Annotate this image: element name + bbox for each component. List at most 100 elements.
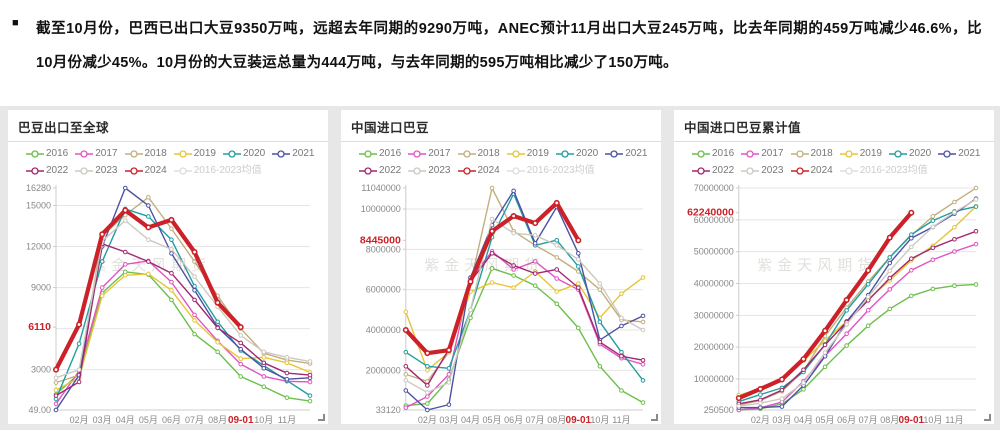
data-point-2017 xyxy=(554,276,560,281)
x-axis-tick-label: 10月 xyxy=(254,415,273,424)
data-point-2020 xyxy=(76,341,82,346)
legend-label: 2016 xyxy=(379,148,402,159)
x-axis-tick-label: 04月 xyxy=(461,415,480,424)
data-point-2021 xyxy=(640,313,646,319)
data-point-2018 xyxy=(146,195,151,200)
data-point-2019 xyxy=(122,272,128,278)
legend-label: 2022 xyxy=(379,165,402,176)
legend-marker-icon xyxy=(692,166,710,175)
resize-handle-icon[interactable] xyxy=(984,414,991,421)
resize-handle-icon[interactable] xyxy=(318,414,325,421)
data-point-2017 xyxy=(238,361,244,367)
data-point-2017 xyxy=(99,285,105,290)
data-point-2021 xyxy=(403,388,409,393)
legend-item-2024[interactable]: 2024 xyxy=(124,163,167,178)
legend-item-2020[interactable]: 2020 xyxy=(556,146,598,161)
data-point-2023 xyxy=(930,224,936,230)
data-point-2023 xyxy=(261,349,267,355)
data-point-2023 xyxy=(576,257,581,262)
legend-item-2023[interactable]: 2023 xyxy=(741,163,784,178)
legend-item-2020[interactable]: 2020 xyxy=(889,146,931,161)
legend-item-2018[interactable]: 2018 xyxy=(124,146,167,161)
legend-marker-icon xyxy=(75,149,94,158)
legend-marker-icon xyxy=(790,149,809,158)
y-axis-highlight-label: 62240000 xyxy=(687,207,734,219)
data-point-2020 xyxy=(930,218,936,223)
legend-item-2023[interactable]: 2023 xyxy=(408,163,451,178)
data-point-2021 xyxy=(192,288,197,293)
data-point-2021 xyxy=(619,323,624,329)
legend-label: 2024 xyxy=(144,165,167,176)
data-point-2021 xyxy=(779,404,785,409)
data-point-2016 xyxy=(192,331,197,337)
resize-handle-icon[interactable] xyxy=(651,414,658,421)
line-series-2017 xyxy=(738,243,977,411)
legend-item-2021[interactable]: 2021 xyxy=(272,146,315,161)
line-series-2020 xyxy=(738,205,977,403)
legend-item-2018[interactable]: 2018 xyxy=(790,146,833,161)
data-point-2016 xyxy=(930,286,936,292)
y-axis-tick-label: 250500 xyxy=(704,405,734,415)
legend-item-2017[interactable]: 2017 xyxy=(75,146,118,161)
legend-label: 2020 xyxy=(243,148,266,159)
legend-item-2016-2023均值[interactable]: 2016-2023均值 xyxy=(839,163,928,178)
data-point-2021 xyxy=(425,407,430,413)
legend-item-2016-2023均值[interactable]: 2016-2023均值 xyxy=(506,163,595,178)
legend-item-2017[interactable]: 2017 xyxy=(408,146,451,161)
legend-label: 2021 xyxy=(958,148,981,159)
legend-item-2016[interactable]: 2016 xyxy=(692,146,734,161)
data-point-2016 xyxy=(865,323,871,329)
data-point-2017 xyxy=(169,279,174,285)
legend-label: 2019 xyxy=(193,148,216,159)
legend-item-2021[interactable]: 2021 xyxy=(605,146,648,161)
data-point-2020 xyxy=(215,319,220,325)
y-axis-tick-label: 2000000 xyxy=(366,365,401,375)
data-point-2023 xyxy=(425,390,430,395)
legend-item-2016-2023均值[interactable]: 2016-2023均值 xyxy=(173,163,262,178)
legend-item-2024[interactable]: 2024 xyxy=(457,163,500,178)
legend-label: 2024 xyxy=(477,165,500,176)
legend-item-2024[interactable]: 2024 xyxy=(790,163,833,178)
data-point-2023 xyxy=(122,218,128,223)
legend-label: 2021 xyxy=(292,148,315,159)
data-point-2023 xyxy=(952,209,957,215)
legend-item-2019[interactable]: 2019 xyxy=(839,146,882,161)
legend-item-2022[interactable]: 2022 xyxy=(26,163,68,178)
data-point-2024 xyxy=(168,216,175,223)
line-series-2018 xyxy=(738,187,977,406)
chart-legend: 2016 2017 2018 2019 2020 2021 2022 2023 2024 2016… xyxy=(351,146,651,178)
data-point-2023 xyxy=(403,378,409,383)
data-point-2016 xyxy=(576,325,581,331)
data-point-2022 xyxy=(511,263,516,268)
data-point-2023 xyxy=(844,322,849,327)
legend-item-2020[interactable]: 2020 xyxy=(223,146,265,161)
legend-item-2021[interactable]: 2021 xyxy=(938,146,981,161)
legend-item-2019[interactable]: 2019 xyxy=(173,146,216,161)
legend-item-2016[interactable]: 2016 xyxy=(359,146,401,161)
data-point-2022 xyxy=(284,370,290,376)
legend-marker-icon xyxy=(692,149,710,158)
data-point-2022 xyxy=(76,379,82,385)
legend-item-2019[interactable]: 2019 xyxy=(506,146,549,161)
data-point-2024 xyxy=(510,213,517,220)
legend-item-2023[interactable]: 2023 xyxy=(75,163,118,178)
legend-label: 2019 xyxy=(526,148,549,159)
x-axis-tick-label: 06月 xyxy=(837,415,856,424)
data-point-2020 xyxy=(99,259,105,264)
legend-item-2018[interactable]: 2018 xyxy=(457,146,500,161)
data-point-2016 xyxy=(284,395,290,400)
legend-item-2022[interactable]: 2022 xyxy=(692,163,734,178)
x-axis-tick-label: 02月 xyxy=(751,415,770,424)
chart-title: 中国进口巴豆 xyxy=(351,121,430,135)
data-point-2022 xyxy=(801,367,806,373)
legend-label: 2022 xyxy=(46,165,69,176)
legend-marker-icon xyxy=(556,149,574,158)
data-point-2024 xyxy=(575,237,582,244)
legend-item-2016[interactable]: 2016 xyxy=(26,146,68,161)
data-point-2024 xyxy=(191,249,198,256)
line-series-2022 xyxy=(55,243,311,397)
legend-item-2017[interactable]: 2017 xyxy=(741,146,784,161)
legend-item-2022[interactable]: 2022 xyxy=(359,163,401,178)
